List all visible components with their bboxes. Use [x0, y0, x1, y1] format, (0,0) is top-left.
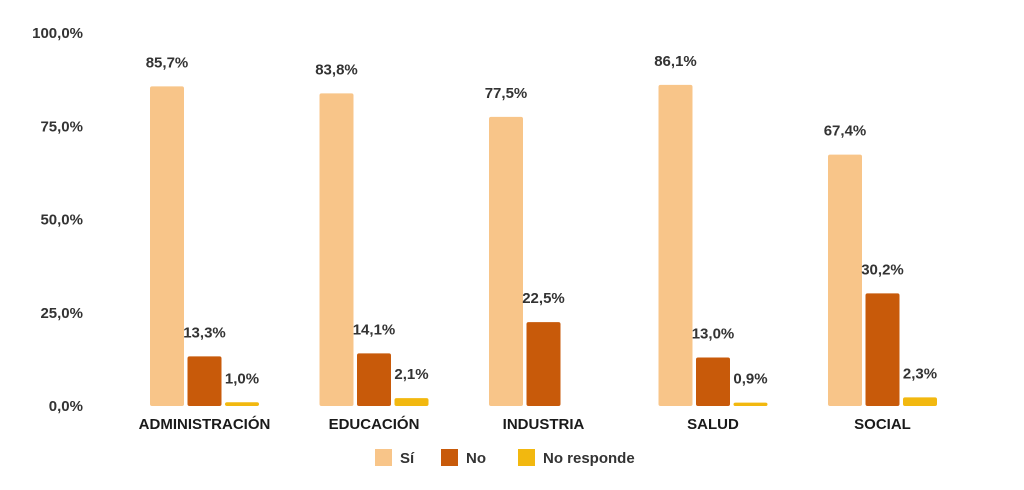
data-label: 2,1%: [394, 366, 428, 383]
data-labels: 85,7% 13,3% 1,0% 83,8% 14,1% 2,1% 77,5% 22,5% 86…: [146, 53, 937, 388]
bar-no: [357, 353, 391, 406]
data-label: 2,3%: [903, 365, 937, 382]
bars: [150, 84, 937, 407]
x-tick-label: EDUCACIÓN: [329, 415, 420, 433]
data-label: 0,9%: [733, 371, 767, 388]
legend-swatch: [441, 449, 458, 466]
bar-sí: [319, 93, 354, 407]
data-label: 22,5%: [522, 290, 565, 307]
bar-no-responde: [394, 398, 429, 406]
legend-swatch: [518, 449, 535, 466]
x-axis: ADMINISTRACIÓN EDUCACIÓN INDUSTRIA SALUD SOC…: [139, 415, 911, 433]
bar-no: [526, 322, 561, 406]
y-tick-label: 100,0%: [32, 25, 83, 42]
data-label: 85,7%: [146, 54, 189, 71]
data-label: 83,8%: [315, 61, 358, 78]
data-label: 14,1%: [353, 321, 396, 338]
x-tick-label: SOCIAL: [854, 416, 911, 433]
legend-item: No responde: [518, 449, 635, 467]
bar-sí: [828, 154, 862, 406]
data-label: 13,3%: [183, 324, 226, 341]
legend-label: Sí: [400, 450, 415, 467]
y-tick-label: 0,0%: [49, 398, 83, 415]
x-tick-label: INDUSTRIA: [503, 416, 585, 433]
legend-item: Sí: [375, 449, 415, 467]
bar-no-responde: [903, 397, 937, 406]
bar-sí: [658, 84, 693, 407]
y-tick-label: 25,0%: [40, 305, 83, 322]
bar-no-responde: [733, 402, 768, 406]
y-tick-label: 50,0%: [40, 212, 83, 229]
legend-label: No: [466, 450, 486, 467]
bar-sí: [150, 86, 184, 407]
bar-no: [187, 356, 222, 406]
data-label: 77,5%: [485, 85, 528, 102]
legend-label: No responde: [543, 450, 635, 467]
data-label: 30,2%: [861, 261, 904, 278]
y-axis: 0,0% 25,0% 50,0% 75,0% 100,0%: [32, 25, 83, 415]
data-label: 86,1%: [654, 53, 697, 70]
legend-item: No: [441, 449, 486, 467]
bar-sí: [489, 116, 523, 407]
legend-swatch: [375, 449, 392, 466]
y-tick-label: 75,0%: [40, 118, 83, 135]
bar-no: [865, 293, 900, 406]
bar-no-responde: [225, 402, 259, 406]
data-label: 1,0%: [225, 370, 259, 387]
legend: Sí No No responde: [375, 449, 635, 467]
data-label: 67,4%: [824, 123, 867, 140]
x-tick-label: SALUD: [687, 416, 739, 433]
x-tick-label: ADMINISTRACIÓN: [139, 415, 271, 433]
bar-no: [696, 357, 730, 406]
data-label: 13,0%: [692, 326, 735, 343]
